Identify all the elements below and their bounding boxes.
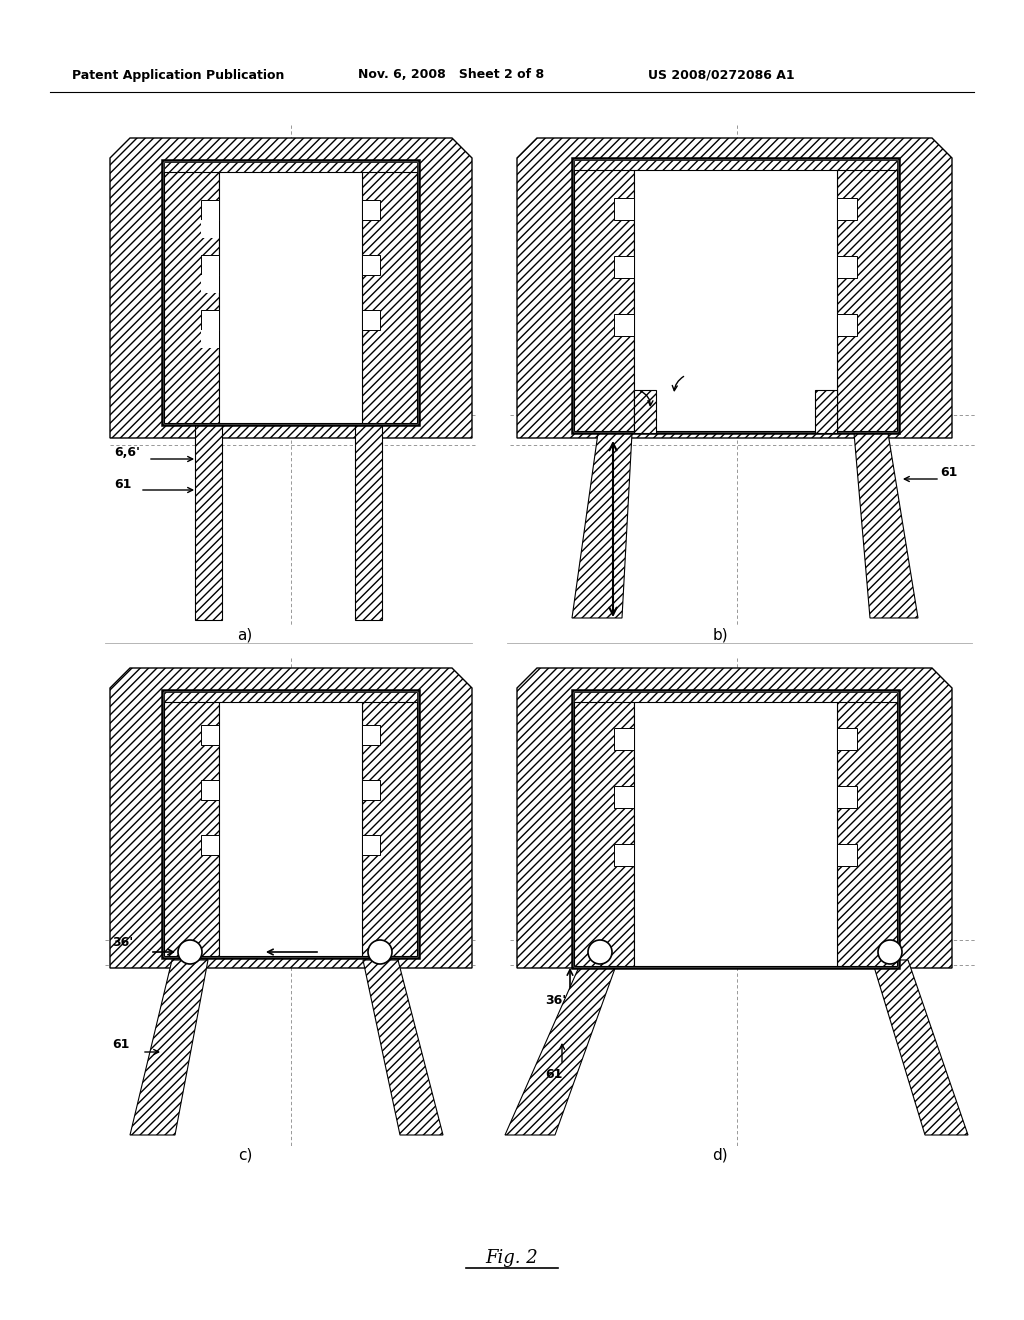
- Polygon shape: [110, 668, 472, 968]
- Bar: [614, 314, 634, 337]
- Polygon shape: [572, 433, 632, 618]
- Bar: [837, 843, 857, 866]
- Bar: [614, 198, 634, 220]
- Text: 6,6': 6,6': [114, 446, 140, 459]
- Text: a): a): [238, 628, 253, 643]
- Bar: [634, 389, 656, 433]
- Text: c): c): [238, 1148, 252, 1163]
- Polygon shape: [110, 139, 472, 438]
- Bar: [195, 425, 222, 620]
- Bar: [162, 160, 419, 425]
- Text: 61: 61: [112, 1039, 129, 1052]
- Bar: [574, 692, 897, 702]
- Bar: [362, 310, 380, 330]
- Bar: [837, 198, 857, 220]
- Bar: [201, 220, 219, 238]
- Text: 1: 1: [654, 374, 662, 387]
- Bar: [362, 255, 380, 275]
- Bar: [201, 330, 219, 348]
- Circle shape: [878, 940, 902, 964]
- Bar: [201, 725, 219, 744]
- Bar: [614, 729, 634, 750]
- Bar: [362, 172, 417, 422]
- Text: US 2008/0272086 A1: US 2008/0272086 A1: [648, 69, 795, 82]
- Bar: [355, 425, 382, 620]
- Text: 61: 61: [114, 478, 131, 491]
- Bar: [362, 702, 417, 956]
- Polygon shape: [362, 960, 443, 1135]
- Text: Fig. 2: Fig. 2: [485, 1249, 539, 1267]
- Text: b): b): [712, 628, 728, 643]
- Circle shape: [588, 940, 612, 964]
- Polygon shape: [854, 433, 918, 618]
- Circle shape: [178, 940, 202, 964]
- Polygon shape: [517, 668, 952, 968]
- Bar: [162, 690, 419, 958]
- Bar: [614, 843, 634, 866]
- Bar: [219, 172, 362, 422]
- Polygon shape: [505, 960, 618, 1135]
- Text: 61: 61: [545, 1068, 562, 1081]
- Bar: [837, 314, 857, 337]
- Bar: [164, 702, 219, 956]
- Bar: [815, 389, 837, 433]
- Text: Nov. 6, 2008   Sheet 2 of 8: Nov. 6, 2008 Sheet 2 of 8: [358, 69, 544, 82]
- Bar: [164, 162, 417, 172]
- Bar: [837, 170, 897, 432]
- Bar: [201, 780, 219, 800]
- Bar: [634, 170, 837, 432]
- Bar: [574, 170, 634, 432]
- Bar: [837, 785, 857, 808]
- Bar: [164, 172, 219, 422]
- Polygon shape: [517, 139, 952, 438]
- Bar: [572, 158, 899, 433]
- Bar: [837, 729, 857, 750]
- Bar: [201, 255, 219, 275]
- Text: Patent Application Publication: Patent Application Publication: [72, 69, 285, 82]
- Text: 36': 36': [112, 936, 133, 949]
- Bar: [574, 160, 897, 170]
- Bar: [362, 725, 380, 744]
- Circle shape: [368, 940, 392, 964]
- Bar: [362, 201, 380, 220]
- Bar: [614, 256, 634, 279]
- Bar: [572, 690, 899, 968]
- Text: 36': 36': [545, 994, 566, 1006]
- Bar: [164, 692, 417, 702]
- Bar: [201, 836, 219, 855]
- Bar: [634, 702, 837, 966]
- Bar: [837, 256, 857, 279]
- Bar: [201, 275, 219, 293]
- Bar: [219, 702, 362, 956]
- Bar: [614, 785, 634, 808]
- Text: 61: 61: [940, 466, 957, 479]
- Polygon shape: [130, 960, 208, 1135]
- Polygon shape: [872, 960, 968, 1135]
- Bar: [362, 780, 380, 800]
- Bar: [574, 702, 634, 966]
- Bar: [837, 702, 897, 966]
- Bar: [201, 201, 219, 220]
- Text: d): d): [712, 1148, 728, 1163]
- Bar: [201, 310, 219, 330]
- Bar: [362, 836, 380, 855]
